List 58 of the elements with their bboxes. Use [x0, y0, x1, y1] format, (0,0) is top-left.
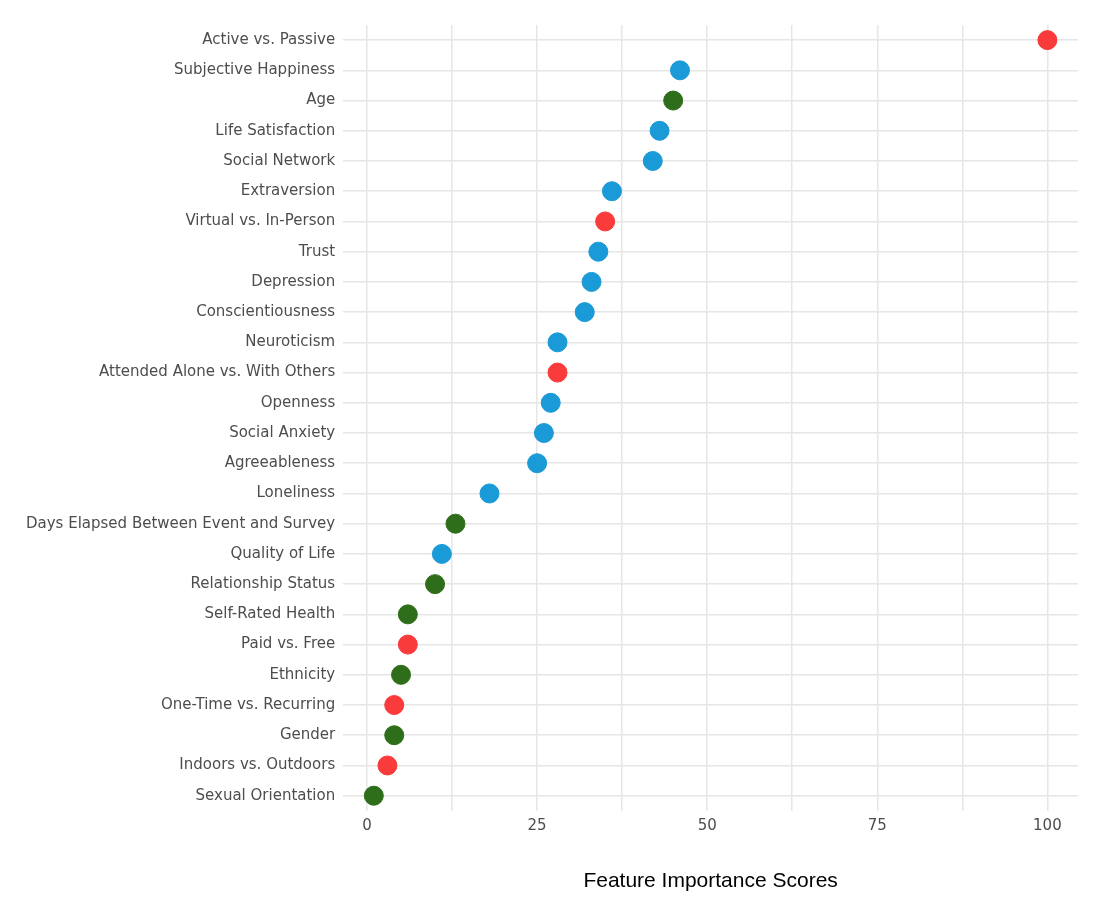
- y-tick-label: Active vs. Passive: [202, 30, 336, 48]
- y-tick-label: Gender: [279, 725, 337, 744]
- point: [384, 695, 405, 716]
- point: [588, 241, 609, 262]
- x-tick-label: 0: [362, 815, 372, 834]
- y-tick-label: Life Satisfaction: [215, 120, 336, 139]
- point: [540, 392, 561, 413]
- point: [397, 634, 418, 655]
- point: [445, 513, 466, 534]
- point: [479, 483, 500, 504]
- point: [431, 543, 452, 564]
- y-tick-label: Quality of Life: [230, 543, 336, 562]
- y-tick-label: Extraversion: [240, 181, 336, 200]
- point: [425, 574, 446, 595]
- x-tick-label: 75: [867, 815, 887, 834]
- y-tick-label: Trust: [297, 241, 336, 260]
- point: [649, 120, 670, 141]
- y-tick-label: Subjective Happiness: [174, 60, 336, 79]
- point: [669, 60, 690, 81]
- y-tick-label: Ethnicity: [269, 664, 336, 683]
- point: [1037, 30, 1058, 51]
- y-tick-label: Virtual vs. In-Person: [185, 211, 336, 230]
- y-tick-label: Loneliness: [256, 483, 336, 502]
- y-tick-label: Age: [306, 90, 336, 109]
- y-tick-label: One-Time vs. Recurring: [160, 694, 336, 713]
- point: [377, 755, 398, 776]
- point: [663, 90, 684, 111]
- point: [363, 785, 384, 806]
- y-tick-label: Sexual Orientation: [195, 785, 336, 804]
- y-tick-label: Self-Rated Health: [204, 604, 336, 623]
- point: [547, 332, 568, 353]
- point: [384, 725, 405, 746]
- y-tick-label: Social Network: [223, 150, 336, 169]
- y-tick-label: Indoors vs. Outdoors: [179, 755, 336, 774]
- point: [574, 302, 595, 323]
- point: [391, 664, 412, 685]
- point: [595, 211, 616, 232]
- y-tick-label: Social Anxiety: [229, 422, 336, 441]
- y-tick-label: Conscientiousness: [196, 302, 336, 321]
- point: [547, 362, 568, 383]
- y-tick-label: Agreeableness: [224, 453, 336, 472]
- point: [527, 453, 548, 474]
- y-tick-label: Paid vs. Free: [241, 634, 336, 653]
- x-tick-label: 100: [1033, 815, 1062, 834]
- y-tick-label: Openness: [260, 392, 336, 411]
- y-tick-label: Days Elapsed Between Event and Survey: [26, 513, 336, 532]
- y-tick-label: Depression: [251, 271, 336, 290]
- point: [397, 604, 418, 625]
- x-axis-title: Feature Importance Scores: [583, 868, 838, 892]
- x-tick-label: 25: [527, 815, 547, 834]
- point: [601, 181, 622, 202]
- y-tick-label: Attended Alone vs. With Others: [99, 362, 336, 381]
- y-tick-label: Relationship Status: [190, 574, 336, 593]
- point: [581, 271, 602, 292]
- point: [533, 423, 554, 444]
- x-tick-label: 50: [697, 815, 717, 834]
- y-tick-label: Neuroticism: [245, 332, 336, 351]
- point: [642, 151, 663, 171]
